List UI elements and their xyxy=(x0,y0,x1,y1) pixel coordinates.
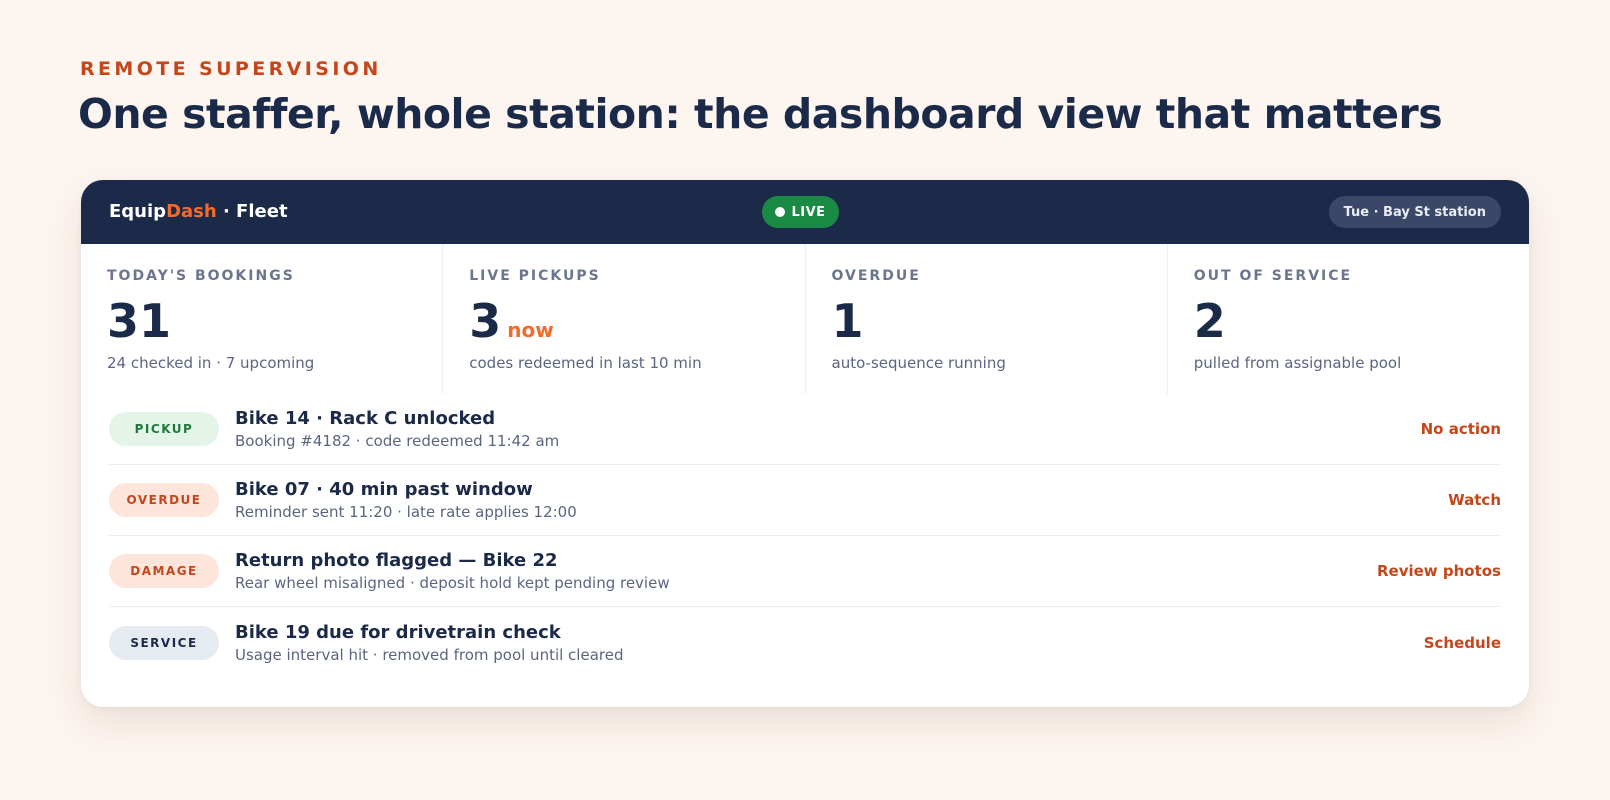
event-subtitle: Usage interval hit · removed from pool u… xyxy=(235,645,624,664)
event-text: Bike 07 · 40 min past window Reminder se… xyxy=(235,479,1448,521)
eyebrow-label: REMOTE SUPERVISION xyxy=(80,58,382,80)
station-label: Tue · Bay St station xyxy=(1343,204,1486,220)
event-title: Bike 14 · Rack C unlocked xyxy=(235,408,496,429)
kpi-row: TODAY'S BOOKINGS 31 24 checked in · 7 up… xyxy=(81,244,1529,394)
kpi-subtext: 24 checked in · 7 upcoming xyxy=(107,354,315,372)
kpi-value: 3 xyxy=(469,294,502,348)
kpi-value-row: 2 xyxy=(1194,296,1503,346)
watch-link[interactable]: Watch xyxy=(1448,491,1501,509)
kpi-value: 2 xyxy=(1193,294,1226,348)
live-status-badge: LIVE xyxy=(762,196,839,228)
event-tag-damage: DAMAGE xyxy=(109,554,219,588)
kpi-subtext: codes redeemed in last 10 min xyxy=(469,354,702,372)
kpi-label: LIVE PICKUPS xyxy=(469,268,601,284)
brand-name-dash: Dash xyxy=(166,201,217,222)
live-label: LIVE xyxy=(791,204,826,220)
event-subtitle: Booking #4182 · code redeemed 11:42 am xyxy=(235,432,560,450)
no-action-link[interactable]: No action xyxy=(1420,420,1501,438)
kpi-value: 1 xyxy=(831,294,864,348)
page-headline: One staffer, whole station: the dashboar… xyxy=(78,90,1443,138)
kpi-label: TODAY'S BOOKINGS xyxy=(107,268,295,284)
event-title: Bike 19 due for drivetrain check xyxy=(235,621,561,643)
event-text: Bike 14 · Rack C unlocked Booking #4182 … xyxy=(235,408,1421,450)
event-list: PICKUP Bike 14 · Rack C unlocked Booking… xyxy=(81,394,1529,678)
kpi-label: OUT OF SERVICE xyxy=(1193,268,1353,284)
brand-name-fleet: · Fleet xyxy=(216,201,288,222)
kpi-value-row: 31 xyxy=(107,296,416,346)
event-row-damage[interactable]: DAMAGE Return photo flagged — Bike 22 Re… xyxy=(109,536,1501,607)
kpi-value-row: 1 xyxy=(832,296,1141,346)
event-title: Return photo flagged — Bike 22 xyxy=(235,550,558,571)
kpi-live-pickups: LIVE PICKUPS 3 now codes redeemed in las… xyxy=(443,244,806,394)
kpi-value-row: 3 now xyxy=(469,296,778,346)
event-subtitle: Rear wheel misaligned · deposit hold kep… xyxy=(235,574,670,592)
event-subtitle: Reminder sent 11:20 · late rate applies … xyxy=(235,503,577,521)
station-selector[interactable]: Tue · Bay St station xyxy=(1328,196,1501,228)
kpi-label: OVERDUE xyxy=(831,268,921,284)
schedule-link[interactable]: Schedule xyxy=(1423,633,1501,652)
dashboard-card: EquipDash · Fleet LIVE Tue · Bay St stat… xyxy=(81,180,1529,707)
live-dot-icon xyxy=(775,207,786,217)
kpi-subtext: auto-sequence running xyxy=(831,354,1006,372)
event-tag-overdue: OVERDUE xyxy=(109,483,219,517)
event-text: Bike 19 due for drivetrain check Usage i… xyxy=(235,622,1424,664)
kpi-value: 31 xyxy=(107,294,172,348)
event-tag-service: SERVICE xyxy=(109,625,219,660)
event-row-pickup[interactable]: PICKUP Bike 14 · Rack C unlocked Booking… xyxy=(109,394,1501,465)
event-text: Return photo flagged — Bike 22 Rear whee… xyxy=(235,550,1377,592)
event-row-overdue[interactable]: OVERDUE Bike 07 · 40 min past window Rem… xyxy=(109,465,1501,536)
kpi-subtext: pulled from assignable pool xyxy=(1193,354,1402,372)
kpi-out-of-service: OUT OF SERVICE 2 pulled from assignable … xyxy=(1168,244,1529,394)
brand-logo: EquipDash · Fleet xyxy=(109,201,288,222)
dashboard-topbar: EquipDash · Fleet LIVE Tue · Bay St stat… xyxy=(81,180,1529,244)
event-tag-pickup: PICKUP xyxy=(109,412,219,446)
kpi-todays-bookings: TODAY'S BOOKINGS 31 24 checked in · 7 up… xyxy=(81,244,444,394)
kpi-overdue: OVERDUE 1 auto-sequence running xyxy=(806,244,1168,394)
event-title: Bike 07 · 40 min past window xyxy=(235,479,533,500)
event-row-service[interactable]: SERVICE Bike 19 due for drivetrain check… xyxy=(109,607,1501,678)
brand-name-equip: Equip xyxy=(109,201,167,222)
review-photos-link[interactable]: Review photos xyxy=(1376,562,1501,580)
kpi-value-suffix: now xyxy=(507,318,554,342)
